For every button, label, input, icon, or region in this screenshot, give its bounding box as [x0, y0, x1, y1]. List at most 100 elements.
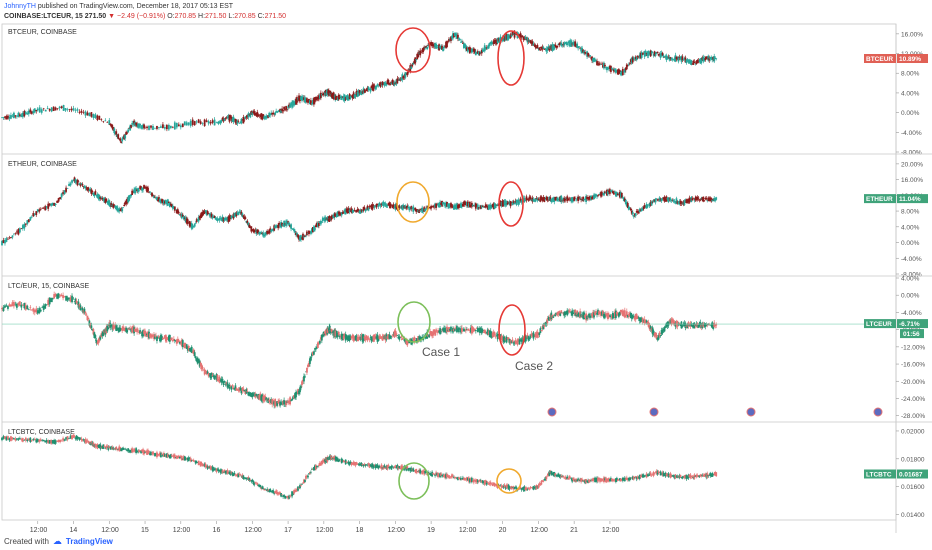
btceur-candle-body: [496, 37, 499, 44]
etheur-candle-body: [178, 214, 181, 216]
btceur-candle-body: [397, 79, 400, 81]
ltceur-candle-body: [313, 351, 315, 355]
ltcbtc-candle-body: [205, 465, 208, 468]
etheur-candle-body: [45, 206, 48, 208]
etheur-candle-body: [682, 201, 685, 205]
btceur-candle-body: [695, 60, 698, 65]
btceur-candle-body: [546, 49, 549, 51]
btceur-candle-body: [441, 45, 443, 50]
etheur-candle-body: [394, 204, 397, 210]
btceur-candle-body: [673, 58, 676, 62]
ltceur-candle-body: [300, 385, 302, 389]
etheur-candle-body: [225, 217, 228, 220]
ltcbtc-candle-body: [260, 486, 263, 489]
ltceur-candle-body: [100, 333, 103, 338]
btceur-candle-body: [300, 96, 302, 100]
down-arrow-icon: ▼: [108, 13, 116, 20]
etheur-candle-body: [677, 201, 680, 203]
etheur-candle-body: [282, 224, 285, 226]
ltceur-candle-body: [469, 327, 472, 333]
ltcbtc-candle-body: [226, 470, 229, 474]
ltceur-candle-body: [318, 341, 321, 344]
ltceur-candle-body: [314, 348, 317, 350]
etheur-candle-body: [56, 200, 59, 203]
etheur-candle-body: [528, 196, 531, 200]
ltceur-candle-body: [439, 328, 441, 334]
etheur-candle-body: [550, 199, 553, 203]
ltceur-candle-body: [177, 340, 180, 343]
btceur-candle-body: [470, 48, 473, 53]
ltcbtc-candle-body: [217, 469, 220, 472]
ltceur-candle-body: [54, 293, 57, 297]
etheur-candle-body: [124, 202, 127, 205]
btceur-candle-body: [581, 47, 584, 53]
etheur-candle-body: [439, 202, 441, 207]
ltceur-candle-body: [296, 392, 298, 394]
ltceur-candle-body: [552, 316, 555, 318]
etheur-candle-body: [171, 205, 174, 209]
ltceur-candle-body: [405, 340, 408, 344]
btceur-candle-body: [52, 106, 55, 112]
etheur-candle-body: [389, 203, 392, 209]
ltcbtc-candle-body: [306, 476, 308, 478]
btceur-candle-body: [602, 65, 604, 68]
ltcbtc-candle-body: [397, 466, 400, 470]
ltceur-candle-body: [692, 325, 695, 326]
etheur-candle-body: [298, 236, 300, 240]
ltceur-candle-body: [468, 329, 471, 331]
ltcbtc-candle-body: [247, 477, 250, 480]
ltceur-candle-body: [259, 393, 262, 400]
etheur-candle-body: [549, 197, 552, 201]
author-name[interactable]: JohnnyTH: [4, 3, 36, 10]
ltceur-candle-body: [644, 321, 647, 323]
btceur-candle-body: [409, 65, 412, 73]
etheur-candle-body: [152, 195, 154, 197]
etheur-candle-body: [257, 230, 260, 233]
etheur-candle-body: [315, 223, 318, 227]
btceur-candle-body: [536, 44, 539, 49]
ltceur-candle-body: [620, 310, 623, 312]
btceur-candle-body: [612, 68, 614, 71]
etheur-candle-body: [499, 200, 502, 207]
btceur-candle-body: [148, 125, 150, 130]
etheur-candle-body: [223, 218, 226, 221]
btceur-candle-body: [656, 51, 659, 54]
etheur-candle-body: [504, 201, 507, 206]
btceur-candle-body: [171, 127, 174, 128]
etheur-candle-body: [80, 183, 83, 185]
ltceur-candle-body: [696, 322, 699, 328]
ltceur-candle-body: [143, 330, 145, 334]
etheur-candle-body: [313, 226, 315, 232]
etheur-candle-body: [612, 191, 614, 194]
etheur-candle-body: [250, 226, 253, 232]
etheur-candle-body: [16, 231, 18, 233]
ltceur-candle-body: [447, 330, 449, 331]
etheur-candle-body: [688, 197, 691, 203]
ltceur-candle-body: [660, 330, 663, 335]
etheur-candle-body: [610, 190, 612, 192]
ltcbtc-candle-body: [38, 439, 41, 442]
etheur-candle-body: [279, 224, 282, 227]
ltcbtc-candle-body: [148, 451, 150, 453]
ltcbtc-candle-body: [386, 465, 389, 470]
ltceur-candle-body: [649, 325, 652, 330]
ltceur-candle-body: [392, 333, 395, 335]
etheur-candle-body: [276, 225, 279, 227]
etheur-candle-body: [230, 216, 233, 219]
ltceur-candle-body: [353, 336, 356, 339]
etheur-candle-body: [339, 213, 342, 215]
ltcbtc-candle-body: [304, 479, 306, 482]
etheur-candle-body: [311, 228, 313, 233]
ltcbtc-candle-body: [14, 438, 17, 441]
etheur-candle-body: [671, 200, 674, 201]
btceur-candle-body: [340, 96, 343, 100]
ltceur-candle-body: [140, 332, 142, 333]
btceur-candle-body: [359, 92, 362, 95]
ltceur-candle-body: [502, 336, 505, 342]
etheur-candle-body: [379, 203, 382, 207]
ltceur-candle-body: [614, 310, 617, 318]
etheur-candle-body: [503, 200, 506, 206]
ltceur-candle-body: [219, 380, 222, 382]
ltceur-candle-body: [81, 307, 84, 312]
